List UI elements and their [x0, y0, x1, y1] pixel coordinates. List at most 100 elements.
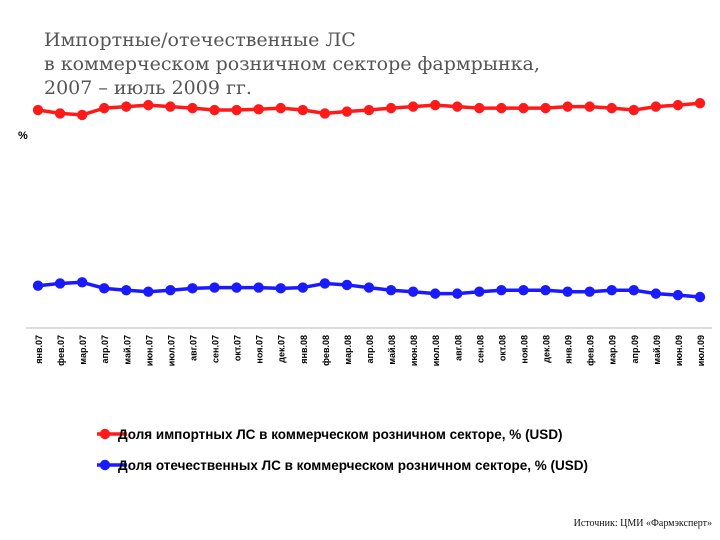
slide-title-line: Импортные/отечественные ЛС — [44, 29, 356, 51]
data-point — [628, 104, 639, 116]
data-point — [385, 285, 397, 296]
x-tick-label: фев.07 — [56, 335, 66, 366]
data-point — [99, 102, 110, 114]
slide-title-line: в коммерческом розничном секторе фармрын… — [44, 53, 540, 75]
x-tick-label: ноя.07 — [255, 335, 265, 364]
data-point — [650, 101, 662, 112]
data-point — [385, 102, 397, 114]
x-tick-label: янв.08 — [299, 335, 309, 364]
data-point — [407, 101, 419, 112]
data-point — [253, 282, 264, 293]
data-point — [341, 279, 353, 291]
data-point — [165, 285, 176, 296]
data-point — [121, 101, 132, 112]
data-point — [562, 101, 573, 112]
data-point — [143, 99, 154, 111]
data-point — [319, 108, 331, 119]
x-tick-label: дек.07 — [277, 335, 287, 363]
data-point — [32, 104, 44, 116]
x-tick-label: фев.09 — [586, 335, 596, 366]
x-tick-label: июн.07 — [144, 335, 154, 366]
data-point — [540, 285, 551, 296]
x-tick-label: апр.08 — [365, 335, 375, 363]
data-point — [209, 282, 220, 293]
data-point — [430, 288, 441, 299]
data-point — [165, 101, 176, 112]
plot-area: янв.07 фев.07 мар.07 апр.07 май.07 июн.07 июл.… — [26, 98, 712, 366]
data-point — [518, 102, 529, 114]
data-point — [341, 106, 353, 117]
data-point — [231, 282, 242, 293]
data-point — [363, 104, 375, 116]
data-point — [496, 102, 507, 114]
data-point — [606, 102, 617, 114]
data-point — [474, 286, 485, 297]
x-tick-label: ноя.08 — [519, 335, 529, 364]
data-point — [121, 285, 132, 296]
data-point — [628, 285, 639, 296]
x-tick-label: июн.08 — [409, 335, 419, 366]
data-point — [32, 280, 44, 291]
data-point — [54, 108, 66, 119]
data-point — [584, 101, 595, 112]
data-point — [76, 277, 88, 288]
data-point — [275, 102, 286, 114]
x-tick-label: авг.07 — [188, 335, 198, 361]
data-point — [187, 283, 198, 294]
x-tick-label: янв.07 — [34, 335, 44, 364]
x-tick-label: июл.08 — [431, 335, 441, 366]
x-tick-label: сен.08 — [475, 335, 485, 363]
x-tick-label: фев.08 — [321, 335, 331, 366]
data-point — [452, 101, 463, 112]
data-point — [143, 286, 154, 297]
x-tick-label: сен.07 — [211, 335, 221, 363]
legend-label: Доля импортных ЛС в коммерческом розничн… — [118, 427, 563, 442]
legend-marker — [99, 428, 111, 440]
data-point — [76, 109, 88, 121]
data-point — [253, 104, 264, 115]
slide-title-line: 2007 – июль 2009 гг. — [44, 77, 252, 99]
data-point — [694, 291, 706, 303]
x-tick-label: июн.09 — [674, 335, 684, 366]
x-tick-label: апр.09 — [630, 335, 640, 363]
data-point — [606, 285, 617, 296]
x-tick-label: мар.07 — [78, 335, 88, 365]
data-point — [319, 278, 331, 289]
data-point — [496, 285, 507, 296]
legend: Доля импортных ЛС в коммерческом розничн… — [97, 427, 588, 473]
x-tick-label: янв.09 — [564, 335, 574, 364]
legend-label: Доля отечественных ЛС в коммерческом роз… — [118, 458, 588, 473]
x-tick-label: июл.07 — [166, 335, 176, 366]
data-point — [99, 283, 110, 294]
data-point — [650, 288, 662, 299]
slide-title: Импортные/отечественные ЛС в коммерческо… — [44, 28, 684, 100]
data-point — [518, 285, 529, 296]
data-point — [187, 102, 198, 114]
x-tick-label: мар.08 — [343, 335, 353, 365]
data-point — [209, 104, 220, 116]
data-point — [540, 102, 551, 114]
data-point — [54, 278, 66, 289]
x-tick-label: май.07 — [122, 335, 132, 365]
data-point — [694, 98, 706, 109]
data-point — [474, 102, 485, 114]
x-tick-label: июл.09 — [696, 335, 706, 366]
x-tick-label: мар.09 — [608, 335, 618, 365]
data-point — [430, 99, 441, 111]
data-point — [672, 289, 684, 301]
legend-marker — [99, 459, 111, 471]
data-point — [297, 104, 308, 116]
y-axis-label: % — [18, 130, 28, 142]
data-point — [562, 286, 573, 297]
data-point — [452, 288, 463, 299]
data-point — [231, 104, 242, 116]
data-point — [407, 286, 419, 297]
data-point — [363, 282, 375, 293]
source-note: Источник: ЦМИ «Фармэксперт» — [573, 518, 712, 529]
data-point — [297, 282, 308, 293]
x-tick-label: авг.08 — [453, 335, 463, 361]
x-tick-label: окт.08 — [497, 335, 507, 361]
x-tick-label: май.09 — [652, 335, 662, 365]
data-point — [584, 286, 595, 297]
